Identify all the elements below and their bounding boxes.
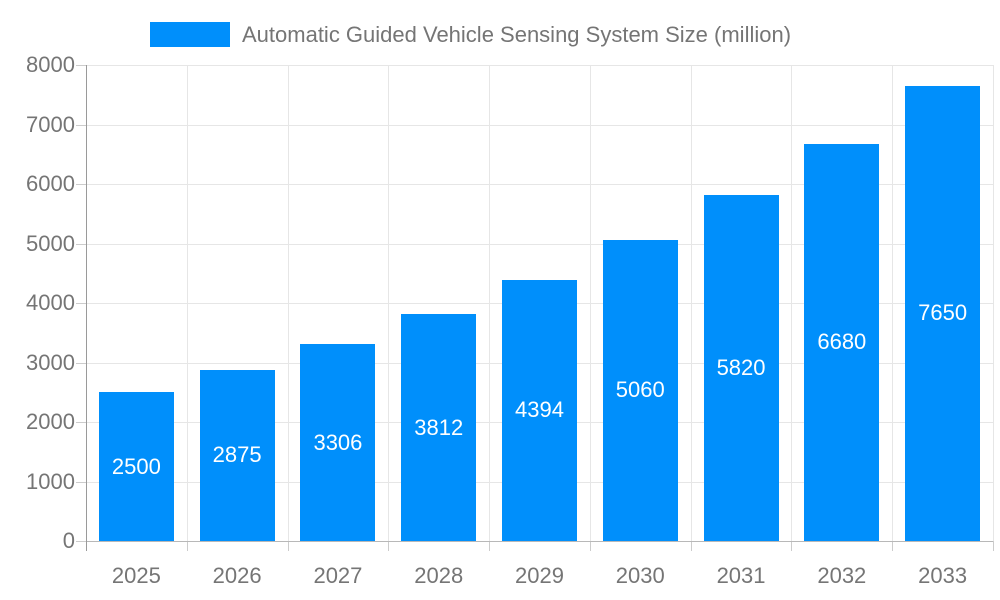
gridline-vertical: [589, 65, 591, 541]
bar-2029[interactable]: 4394: [502, 279, 577, 541]
bar-2028[interactable]: 3812: [401, 314, 477, 541]
bar-value-label: 3812: [414, 414, 464, 440]
y-axis-tick: [76, 243, 86, 245]
x-axis-label: 2033: [918, 563, 968, 588]
y-axis-label: 6000: [26, 171, 75, 196]
y-axis-label: 4000: [26, 290, 75, 315]
bar-2027[interactable]: 3306: [300, 344, 376, 541]
x-axis-label: 2028: [414, 563, 464, 588]
x-axis-label: 2025: [111, 563, 161, 588]
y-axis-label: 7000: [26, 111, 75, 137]
y-axis-label: 3000: [26, 349, 75, 375]
x-axis-tick: [791, 541, 793, 551]
legend-label: Automatic Guided Vehicle Sensing System …: [242, 22, 792, 47]
y-axis-tick: [76, 124, 86, 126]
x-axis-label: 2030: [615, 563, 665, 588]
x-axis-tick: [186, 541, 188, 551]
x-axis-tick: [388, 541, 390, 551]
bar-2030[interactable]: 5060: [602, 239, 678, 541]
y-axis-tick: [76, 362, 86, 364]
bar-value-label: 6680: [817, 329, 867, 355]
gridline-vertical: [388, 65, 390, 541]
bar-2033[interactable]: 7650: [905, 85, 981, 541]
y-axis-tick: [76, 481, 86, 483]
x-axis-tick: [589, 541, 591, 551]
bar-2025[interactable]: 2500: [98, 392, 174, 541]
bar-2032[interactable]: 6680: [804, 143, 880, 541]
y-axis-tick: [76, 303, 86, 304]
x-axis-label: 2027: [313, 563, 363, 588]
gridline-vertical: [489, 65, 491, 541]
y-axis-label: 0: [62, 528, 75, 553]
legend[interactable]: Automatic Guided Vehicle Sensing System …: [150, 22, 791, 47]
gridline-vertical: [287, 65, 289, 541]
bar-value-label: 2875: [212, 442, 262, 468]
x-axis-label: 2029: [515, 563, 564, 588]
bar-value-label: 7650: [918, 300, 968, 326]
gridline-vertical: [186, 65, 188, 541]
gridline-horizontal: [86, 124, 993, 126]
x-axis-line: [86, 541, 993, 542]
x-axis-label: 2032: [817, 563, 867, 588]
y-axis-tick: [76, 422, 86, 423]
bar-value-label: 4394: [515, 397, 564, 423]
gridline-horizontal: [86, 243, 993, 245]
gridline-vertical: [690, 65, 692, 541]
bar-2031[interactable]: 5820: [703, 194, 779, 541]
x-axis-label: 2026: [212, 563, 262, 588]
legend-swatch: [150, 22, 230, 47]
bar-value-label: 3306: [313, 429, 363, 455]
y-axis-label: 1000: [26, 468, 75, 494]
x-axis-tick: [892, 541, 894, 551]
gridline-vertical: [892, 65, 894, 541]
y-axis-tick: [76, 65, 86, 66]
gridline-vertical: [993, 65, 994, 541]
gridline-vertical: [791, 65, 793, 541]
bar-2026[interactable]: 2875: [199, 369, 275, 541]
x-axis-tick: [287, 541, 289, 551]
x-axis-tick: [489, 541, 491, 551]
y-axis-line: [86, 65, 87, 551]
y-axis-tick: [76, 541, 86, 542]
y-axis-label: 2000: [26, 409, 75, 434]
y-axis-tick: [76, 184, 86, 185]
gridline-horizontal: [86, 184, 993, 185]
y-axis-label: 5000: [26, 230, 75, 256]
bar-value-label: 5060: [615, 377, 665, 403]
x-axis-tick: [690, 541, 692, 551]
gridline-horizontal: [86, 65, 993, 66]
bar-value-label: 5820: [716, 354, 766, 380]
x-axis-label: 2031: [716, 563, 766, 588]
x-axis-tick: [993, 541, 994, 551]
y-axis-label: 8000: [26, 52, 75, 77]
bar-value-label: 2500: [111, 453, 161, 479]
